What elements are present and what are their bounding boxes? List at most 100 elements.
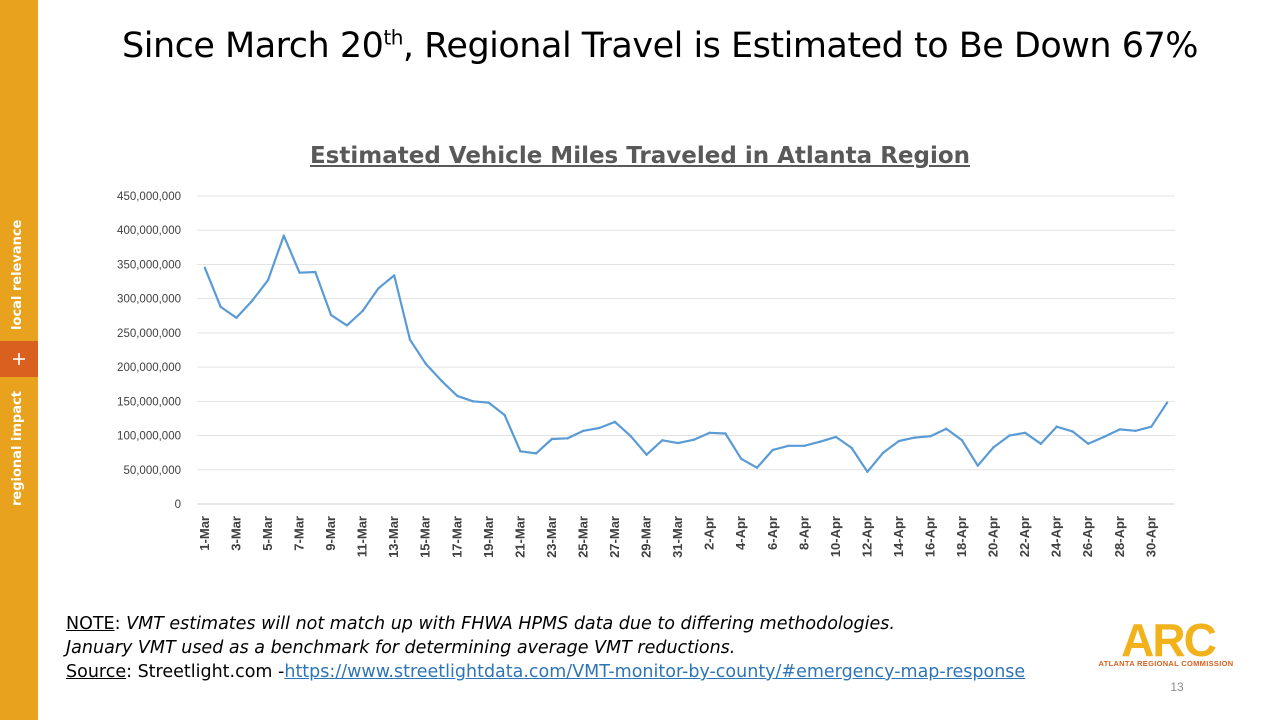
data-point [945,427,948,430]
data-point [740,457,743,461]
y-tick-label: 100,000,000 [117,431,181,443]
data-point [629,435,632,438]
data-point [1165,401,1169,404]
data-point [676,441,680,445]
data-point [361,309,364,313]
x-tick-label: 14-Apr [891,516,906,557]
sidebar-plus-box [0,341,38,377]
data-point [251,299,254,302]
data-point [329,313,333,317]
x-tick-label: 7-Mar [292,516,307,551]
data-point [282,234,285,237]
data-point [960,439,964,442]
y-tick-label: 0 [175,499,181,511]
y-tick-label: 250,000,000 [117,328,181,340]
data-point [1134,429,1137,432]
x-tick-label: 5-Mar [260,516,275,551]
data-point [266,278,270,282]
data-point [708,431,711,435]
x-tick-label: 11-Mar [355,516,370,557]
data-point [377,287,380,290]
data-point [550,437,554,441]
data-point [661,439,664,442]
data-point [1008,434,1011,437]
data-point [803,444,806,448]
x-tick-label: 12-Apr [859,516,874,557]
sidebar-label-regional-impact: regional impact [10,391,25,506]
data-point [692,438,696,441]
data-point [424,362,427,365]
x-tick-label: 22-Apr [1017,516,1032,557]
y-tick-label: 50,000,000 [123,465,181,477]
slide-title-pre: Since March 20 [122,26,384,66]
note-line-2: January VMT used as a benchmark for dete… [66,636,1076,660]
data-point [724,432,727,435]
x-tick-label: 19-Mar [481,516,496,558]
data-point [534,452,538,455]
note-line-1: NOTE: VMT estimates will not match up wi… [66,612,1076,636]
data-point [519,450,522,453]
data-point [487,401,491,404]
data-point [992,445,995,449]
arc-logo-subtitle: ATLANTA REGIONAL COMMISSION [1098,659,1234,668]
y-tick-label: 450,000,000 [117,191,181,203]
data-point [929,435,932,438]
data-point [613,420,617,424]
data-point [866,470,869,474]
x-tick-label: 17-Mar [449,516,464,558]
y-tick-label: 400,000,000 [117,225,181,237]
data-point [1118,428,1121,431]
data-point [408,338,412,341]
slide-title: Since March 20th, Regional Travel is Est… [40,26,1280,66]
source-line: Source: Streetlight.com -https://www.str… [66,660,1076,684]
y-axis-ticks: 450,000,000 400,000,000 350,000,000 300,000… [117,191,181,511]
slide-title-superscript: th [383,25,403,50]
source-link[interactable]: https://www.streetlightdata.com/VMT-moni… [284,662,1026,682]
arc-logo: ARC [1121,614,1217,666]
data-point [850,446,853,450]
data-point [1102,435,1106,439]
x-tick-label: 29-Mar [639,516,654,558]
x-tick-label: 24-Apr [1049,516,1064,557]
series-layer [203,234,1169,474]
x-tick-label: 9-Mar [323,516,338,551]
data-point [1087,442,1090,445]
data-point [298,271,301,274]
x-tick-label: 2-Apr [702,516,717,550]
data-point [771,448,774,452]
x-tick-label: 20-Apr [986,516,1001,557]
note-sep: : [114,614,127,634]
data-point [440,379,443,382]
data-point [834,435,838,439]
x-tick-label: 27-Mar [607,516,622,558]
x-axis-ticks: 1-Mar 3-Mar 5-Mar 7-Mar 9-Mar 11-Mar 13-Mar 15-… [197,516,1158,558]
data-point [598,426,601,430]
x-tick-label: 16-Apr [923,516,938,557]
data-point [314,270,317,274]
data-point [1055,425,1058,428]
data-point [913,436,916,439]
data-point [582,429,585,432]
arc-logo-text: ARC [1121,614,1215,666]
data-point [203,266,207,270]
plus-icon [13,353,25,365]
sidebar-label-local-relevance: local relevance [10,219,25,330]
x-tick-label: 15-Mar [418,516,433,558]
y-tick-label: 300,000,000 [117,294,181,306]
y-tick-label: 150,000,000 [117,396,181,408]
gridlines [197,195,1175,505]
data-point [1071,430,1074,433]
note-text-1: VMT estimates will not match up with FHW… [126,614,895,634]
x-tick-label: 23-Mar [544,516,559,558]
x-tick-label: 8-Apr [796,516,811,550]
x-tick-label: 31-Mar [670,516,685,558]
slide-title-post: , Regional Travel is Estimated to Be Dow… [402,26,1199,66]
x-tick-label: 18-Apr [954,516,969,557]
data-point [471,400,475,403]
data-point [645,453,648,456]
data-point [392,274,396,277]
x-tick-label: 10-Apr [828,516,843,557]
x-tick-label: 3-Mar [228,516,243,551]
x-tick-label: 6-Apr [765,516,780,550]
source-label: Source [66,662,127,682]
